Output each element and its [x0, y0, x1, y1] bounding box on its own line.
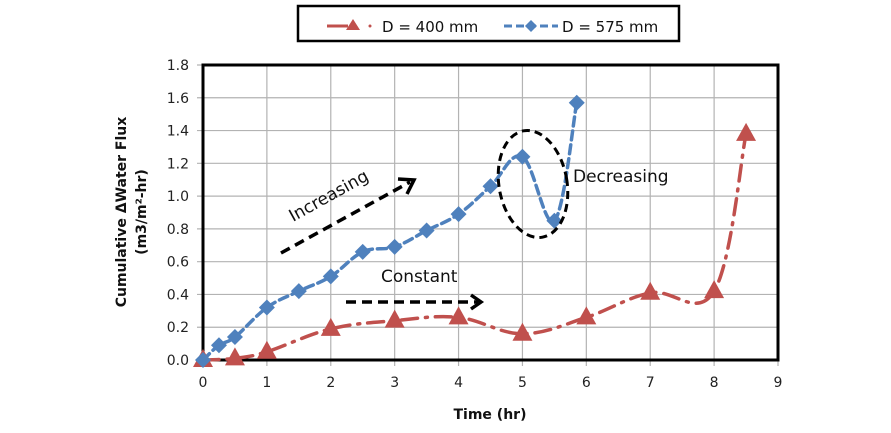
data-point-575mm: [322, 268, 339, 285]
y-tick-label: 0.8: [167, 222, 189, 238]
legend: D = 400 mm D = 575 mm: [296, 4, 681, 43]
legend-box: [296, 4, 681, 43]
data-point-400mm: [224, 347, 245, 366]
x-tick-label: 6: [582, 375, 591, 391]
highlight-ellipse: [496, 128, 570, 240]
gridlines: [197, 64, 779, 366]
legend-entry-575: D = 575 mm: [504, 18, 658, 36]
data-point-400mm: [320, 317, 341, 336]
x-axis-ticks: 0 1 2 3 4 5 6 7 8 9: [199, 375, 783, 391]
annotation-constant: Constant: [346, 267, 485, 311]
data-point-400mm: [576, 306, 597, 325]
x-tick-label: 5: [518, 375, 527, 391]
data-point-575mm: [386, 238, 403, 255]
x-tick-label: 8: [710, 375, 719, 391]
x-tick-label: 7: [646, 375, 655, 391]
x-tick-label: 9: [774, 375, 783, 391]
data-point-575mm: [210, 337, 227, 354]
data-point-400mm: [448, 306, 469, 325]
y-tick-label: 0.2: [167, 320, 189, 336]
x-tick-label: 3: [390, 375, 399, 391]
y-tick-label: 1.4: [167, 124, 189, 140]
y-tick-label: 0.4: [167, 287, 189, 303]
data-point-575mm: [290, 283, 307, 300]
annotation-decreasing: Decreasing: [496, 128, 669, 240]
legend-label-400: D = 400 mm: [382, 18, 478, 36]
y-axis-title-line2: (m3/m²-hr): [134, 169, 150, 255]
decreasing-label: Decreasing: [573, 167, 669, 187]
x-tick-label: 4: [454, 375, 463, 391]
y-axis-title-line1: Cumulative ΔWater Flux: [114, 117, 130, 308]
data-point-400mm: [512, 322, 533, 341]
x-tick-label: 1: [262, 375, 271, 391]
data-point-575mm: [546, 212, 563, 229]
data-point-400mm: [704, 280, 725, 299]
x-tick-label: 0: [199, 375, 208, 391]
legend-entry-400: D = 400 mm: [327, 18, 478, 36]
series-lines: [201, 100, 748, 362]
x-axis-title: Time (hr): [454, 407, 527, 423]
data-point-575mm: [226, 329, 243, 346]
y-tick-label: 1.2: [167, 156, 189, 172]
arrow-head-icon: [469, 293, 485, 311]
data-point-400mm: [256, 340, 277, 359]
triangle-marker-icon: [346, 19, 360, 30]
data-point-400mm: [640, 281, 661, 300]
constant-label: Constant: [381, 267, 458, 287]
data-point-400mm: [736, 122, 757, 141]
data-point-575mm: [418, 222, 435, 239]
data-point-575mm: [195, 352, 211, 368]
y-tick-label: 1.6: [167, 91, 189, 107]
data-point-575mm: [450, 206, 467, 223]
arrow-head-icon: [397, 177, 417, 195]
data-point-575mm: [258, 299, 275, 316]
data-point-575mm: [514, 148, 531, 165]
series-line-0: [201, 132, 748, 362]
x-tick-label: 2: [326, 375, 335, 391]
legend-label-575: D = 575 mm: [562, 18, 658, 36]
diamond-marker-icon: [525, 20, 537, 32]
y-tick-label: 1.8: [167, 58, 189, 74]
y-tick-label: 1.0: [167, 189, 189, 205]
plot-area-border: [201, 63, 780, 362]
y-tick-label: 0.0: [167, 353, 189, 369]
data-point-575mm: [354, 243, 371, 260]
data-point-575mm: [482, 178, 499, 195]
data-point-575mm: [568, 94, 585, 111]
y-tick-label: 0.6: [167, 255, 189, 271]
y-axis-ticks: 0.0 0.2 0.4 0.6 0.8 1.0 1.2 1.4 1.6 1.8: [167, 58, 189, 369]
series-markers: [193, 94, 757, 368]
data-point-400mm: [384, 309, 405, 328]
